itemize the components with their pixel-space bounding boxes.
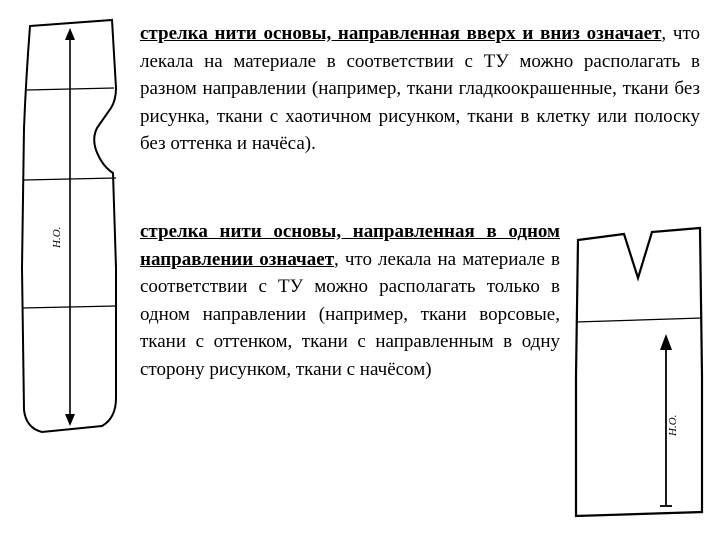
paragraph-1-lead: стрелка нити основы, направленная вверх … (140, 23, 661, 44)
left-outline (22, 20, 116, 432)
paragraph-2: стрелка нити основы, направленная в одно… (140, 218, 560, 383)
right-grainline-label: Н.О. (667, 415, 679, 437)
right-outline (576, 228, 702, 516)
pattern-piece-left: Н.О. (12, 18, 132, 438)
left-grainline-label: Н.О. (51, 227, 63, 249)
paragraph-1: стрелка нити основы, направленная вверх … (140, 20, 700, 158)
page: Н.О. Н.О. стрелка нити основы, направлен… (0, 0, 720, 540)
pattern-piece-right: Н.О. (570, 226, 710, 526)
